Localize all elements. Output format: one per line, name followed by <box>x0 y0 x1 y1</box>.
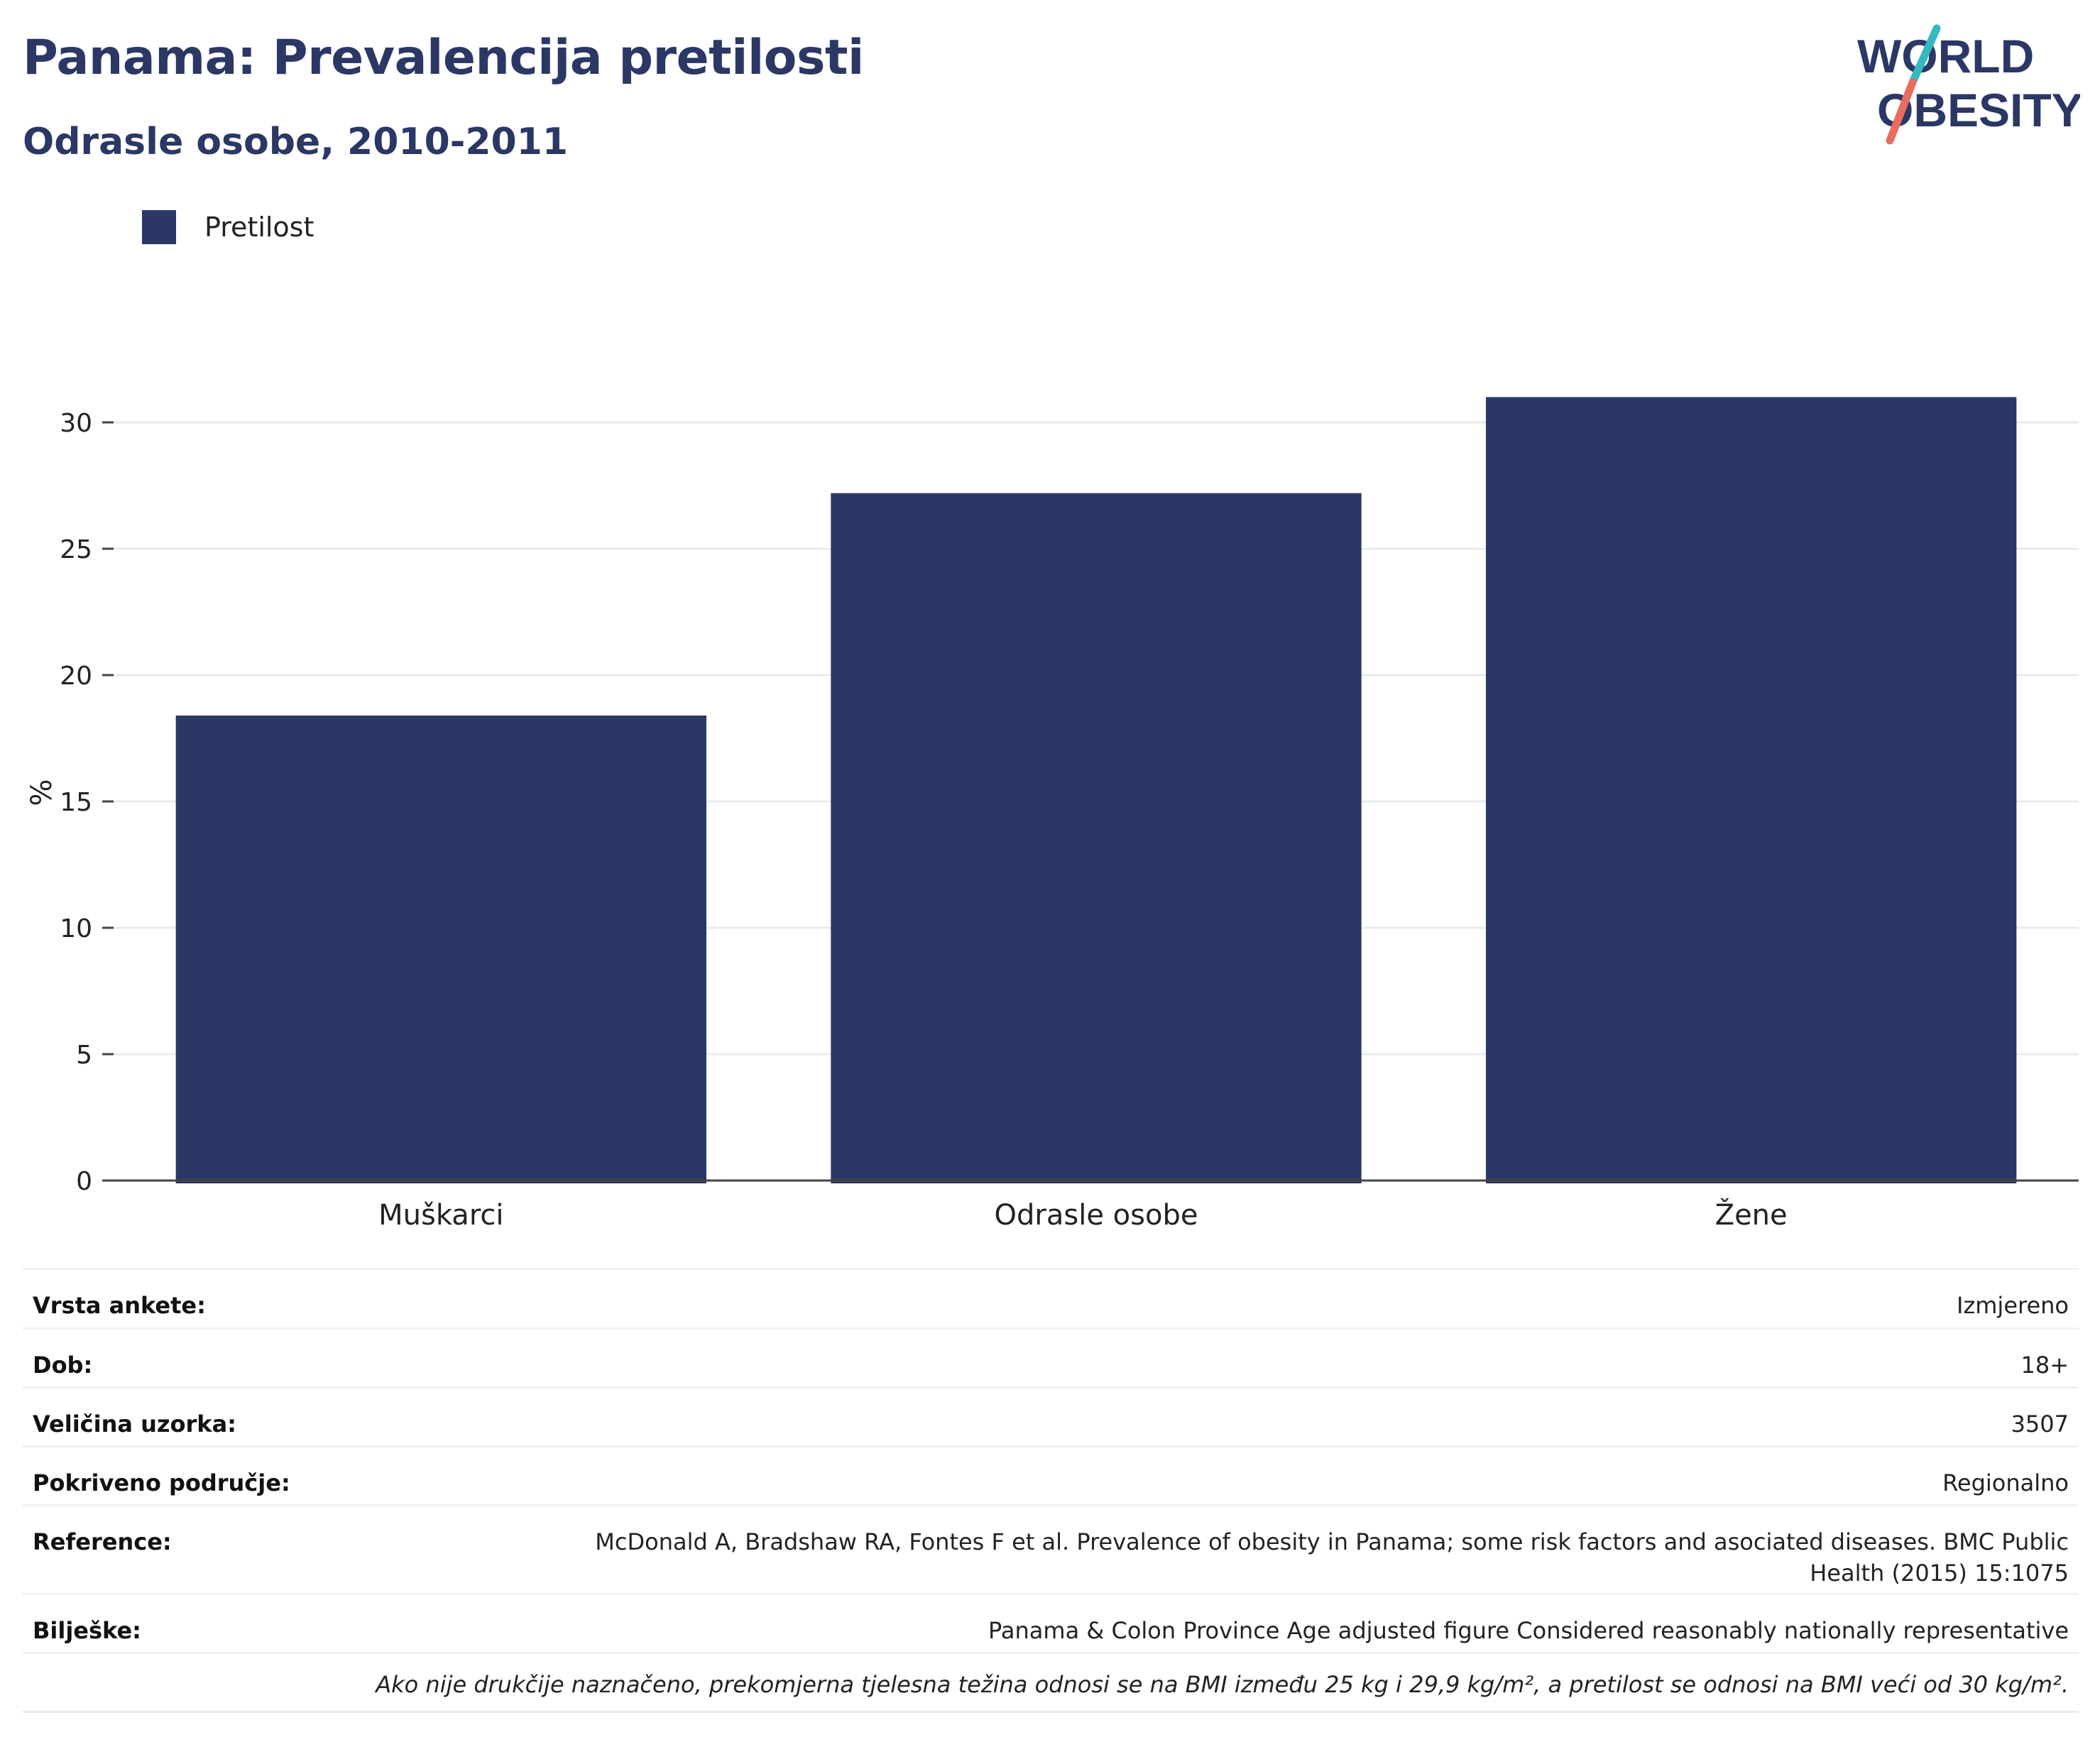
info-label: Reference: <box>33 1528 172 1555</box>
info-value: Izmjereno <box>1957 1292 2069 1319</box>
bar-2 <box>831 493 1362 1183</box>
bar-chart: 0 5 10 15 20 25 30% Muškarci Odrasle osobe Žene <box>26 397 2079 1232</box>
info-row-reference: Reference: McDonald A, Bradshaw RA, Font… <box>23 1504 2079 1593</box>
info-value: 18+ <box>2020 1352 2069 1379</box>
y-axis-label: % <box>26 779 58 806</box>
y-tick-label: 5 <box>76 1041 92 1070</box>
info-value: Panama & Colon Province Age adjusted fig… <box>988 1617 2069 1644</box>
info-row-sample-size: Veličina uzorka: 3507 <box>23 1386 2079 1445</box>
y-tick-label: 15 <box>60 788 92 817</box>
info-row-notes: Bilješke: Panama & Colon Province Age ad… <box>23 1593 2079 1652</box>
y-tick-label: 20 <box>60 662 92 691</box>
y-tick-label: 25 <box>60 535 92 564</box>
y-tick-label: 10 <box>60 914 92 943</box>
info-label: Vrsta ankete: <box>33 1292 206 1319</box>
info-label: Dob: <box>33 1352 93 1379</box>
x-tick-label: Muškarci <box>378 1199 503 1232</box>
y-tick-label: 30 <box>60 409 92 438</box>
info-row-coverage: Pokriveno područje: Regionalno <box>23 1445 2079 1504</box>
logo-slash-top <box>1908 24 1941 87</box>
info-value: Regionalno <box>1942 1469 2069 1496</box>
logo-slash-bottom <box>1886 78 1917 145</box>
info-label: Veličina uzorka: <box>33 1411 236 1437</box>
info-label: Bilješke: <box>33 1617 141 1644</box>
info-value: 3507 <box>2011 1411 2069 1437</box>
page-title: Panama: Prevalencija pretilosti <box>23 30 864 86</box>
logo-text-world: WORLD <box>1857 30 2034 82</box>
info-value-reference: McDonald A, Bradshaw RA, Fontes F et al.… <box>595 1528 2069 1587</box>
y-tick-label: 0 <box>76 1167 92 1196</box>
chart-legend[interactable]: Pretilost <box>142 210 314 244</box>
info-label: Pokriveno područje: <box>33 1469 290 1496</box>
legend-swatch-pretilost <box>142 210 176 244</box>
info-row-age: Dob: 18+ <box>23 1327 2079 1386</box>
footnote: Ako nije drukčije naznačeno, prekomjerna… <box>23 1652 2079 1713</box>
info-row-survey-type: Vrsta ankete: Izmjereno <box>23 1268 2079 1327</box>
x-tick-label: Žene <box>1715 1198 1788 1232</box>
x-tick-label: Odrasle osobe <box>995 1199 1198 1232</box>
page-subtitle: Odrasle osobe, 2010-2011 <box>23 121 569 163</box>
legend-label-pretilost: Pretilost <box>204 212 315 243</box>
bar-3 <box>1485 397 2017 1183</box>
world-obesity-logo: WORLD OBESITY <box>1857 24 2080 145</box>
survey-info-table: Vrsta ankete: Izmjereno Dob: 18+ Veličin… <box>23 1268 2079 1713</box>
bar-1 <box>175 715 707 1183</box>
